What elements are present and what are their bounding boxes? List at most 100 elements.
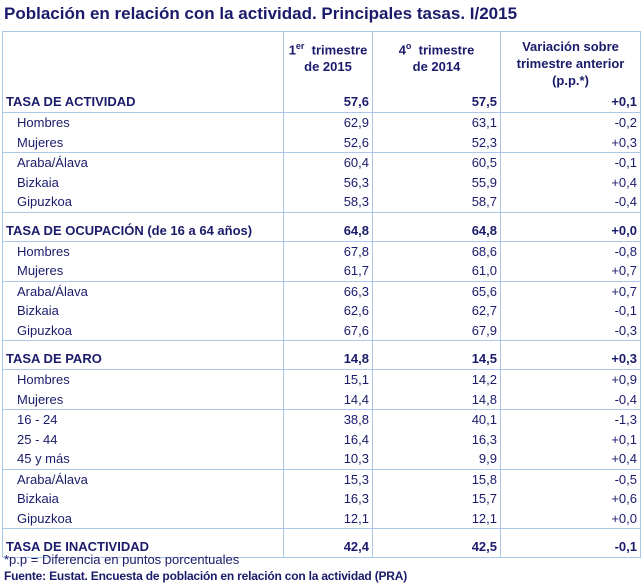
value-q1-2015: 56,3: [283, 172, 373, 192]
table-row: Hombres 67,8 68,6 -0,8: [2, 241, 641, 261]
row-label: Mujeres: [2, 389, 284, 410]
value-q4-2014: 9,9: [372, 449, 501, 470]
value-q4-2014: 14,2: [372, 369, 501, 390]
value-q1-2015: 14,4: [283, 389, 373, 410]
table-row: 45 y más 10,3 9,9 +0,4: [2, 449, 641, 470]
table-header-row: 1er trimestre de 2015 4o trimestre de 2014…: [2, 31, 641, 89]
table-row: 16 - 24 38,8 40,1 -1,3: [2, 409, 641, 430]
table-row: Gipuzkoa 67,6 67,9 -0,3: [2, 320, 641, 341]
table-row: Mujeres 52,6 52,3 +0,3: [2, 132, 641, 153]
value-q4-2014: 68,6: [372, 241, 501, 261]
value-variation: -0,1: [500, 528, 641, 558]
row-label: Araba/Álava: [2, 469, 284, 489]
value-q4-2014: 63,1: [372, 112, 501, 133]
value-q4-2014: 58,7: [372, 192, 501, 213]
value-q4-2014: 42,5: [372, 528, 501, 558]
table-row: Bizkaia 16,3 15,7 +0,6: [2, 489, 641, 509]
table-row: Hombres 15,1 14,2 +0,9: [2, 369, 641, 390]
value-q1-2015: 52,6: [283, 132, 373, 153]
value-q1-2015: 67,6: [283, 320, 373, 341]
table-row: Araba/Álava 66,3 65,6 +0,7: [2, 281, 641, 301]
value-q1-2015: 10,3: [283, 449, 373, 470]
row-label: 16 - 24: [2, 409, 284, 430]
table-row: Bizkaia 56,3 55,9 +0,4: [2, 172, 641, 192]
row-label: Hombres: [2, 112, 284, 133]
value-q4-2014: 55,9: [372, 172, 501, 192]
value-q4-2014: 14,8: [372, 389, 501, 410]
value-q4-2014: 60,5: [372, 152, 501, 173]
value-q1-2015: 38,8: [283, 409, 373, 430]
value-q4-2014: 61,0: [372, 261, 501, 282]
value-q1-2015: 64,8: [283, 212, 373, 242]
value-q1-2015: 58,3: [283, 192, 373, 213]
row-label: 25 - 44: [2, 429, 284, 449]
value-q1-2015: 15,1: [283, 369, 373, 390]
table-row: Hombres 62,9 63,1 -0,2: [2, 112, 641, 133]
value-variation: +0,0: [500, 212, 641, 242]
header-variation: Variación sobre trimestre anterior (p.p.*): [500, 31, 641, 89]
value-q1-2015: 62,6: [283, 301, 373, 321]
row-label: 45 y más: [2, 449, 284, 470]
value-q4-2014: 62,7: [372, 301, 501, 321]
table-row: Gipuzkoa 58,3 58,7 -0,4: [2, 192, 641, 213]
value-q1-2015: 57,6: [283, 89, 373, 113]
value-variation: +0,7: [500, 261, 641, 282]
value-variation: +0,3: [500, 340, 641, 370]
value-q4-2014: 16,3: [372, 429, 501, 449]
row-label: Gipuzkoa: [2, 192, 284, 213]
value-q1-2015: 14,8: [283, 340, 373, 370]
row-label: TASA DE PARO: [2, 340, 284, 370]
row-label: TASA DE OCUPACIÓN (de 16 a 64 años): [2, 212, 284, 242]
table-row: Araba/Álava 60,4 60,5 -0,1: [2, 152, 641, 173]
value-variation: +0,0: [500, 508, 641, 529]
table-row: 25 - 44 16,4 16,3 +0,1: [2, 429, 641, 449]
value-variation: -0,3: [500, 320, 641, 341]
table-row: Mujeres 61,7 61,0 +0,7: [2, 261, 641, 282]
value-variation: +0,6: [500, 489, 641, 509]
value-variation: -0,1: [500, 152, 641, 173]
table-row: Gipuzkoa 12,1 12,1 +0,0: [2, 508, 641, 529]
value-q1-2015: 15,3: [283, 469, 373, 489]
value-variation: +0,4: [500, 172, 641, 192]
value-q1-2015: 12,1: [283, 508, 373, 529]
header-q4-2014: 4o trimestre de 2014: [372, 31, 501, 89]
header-q1-2015: 1er trimestre de 2015: [283, 31, 373, 89]
value-variation: +0,4: [500, 449, 641, 470]
value-variation: -0,5: [500, 469, 641, 489]
row-label: Bizkaia: [2, 172, 284, 192]
value-q4-2014: 57,5: [372, 89, 501, 113]
value-q4-2014: 15,7: [372, 489, 501, 509]
value-variation: +0,1: [500, 429, 641, 449]
value-variation: -0,4: [500, 192, 641, 213]
row-label: Mujeres: [2, 261, 284, 282]
value-q1-2015: 16,3: [283, 489, 373, 509]
value-q1-2015: 16,4: [283, 429, 373, 449]
table-row-total: TASA DE OCUPACIÓN (de 16 a 64 años) 64,8 6…: [2, 212, 641, 242]
value-q1-2015: 61,7: [283, 261, 373, 282]
source-note: Fuente: Eustat. Encuesta de población en…: [4, 569, 408, 583]
value-variation: -0,1: [500, 301, 641, 321]
value-q1-2015: 42,4: [283, 528, 373, 558]
value-variation: -1,3: [500, 409, 641, 430]
value-variation: +0,7: [500, 281, 641, 301]
value-variation: +0,1: [500, 89, 641, 113]
value-q4-2014: 40,1: [372, 409, 501, 430]
value-q4-2014: 52,3: [372, 132, 501, 153]
value-variation: +0,3: [500, 132, 641, 153]
value-q1-2015: 67,8: [283, 241, 373, 261]
row-label: Bizkaia: [2, 301, 284, 321]
value-q4-2014: 64,8: [372, 212, 501, 242]
row-label: Gipuzkoa: [2, 320, 284, 341]
value-variation: -0,8: [500, 241, 641, 261]
row-label: Hombres: [2, 369, 284, 390]
row-label: TASA DE INACTIVIDAD: [2, 528, 284, 558]
page-title: Población en relación con la actividad. …: [4, 4, 518, 23]
row-label: Araba/Álava: [2, 281, 284, 301]
row-label: Gipuzkoa: [2, 508, 284, 529]
value-q4-2014: 14,5: [372, 340, 501, 370]
table-row: Araba/Álava 15,3 15,8 -0,5: [2, 469, 641, 489]
value-variation: +0,9: [500, 369, 641, 390]
value-variation: -0,2: [500, 112, 641, 133]
row-label: Hombres: [2, 241, 284, 261]
value-q4-2014: 15,8: [372, 469, 501, 489]
